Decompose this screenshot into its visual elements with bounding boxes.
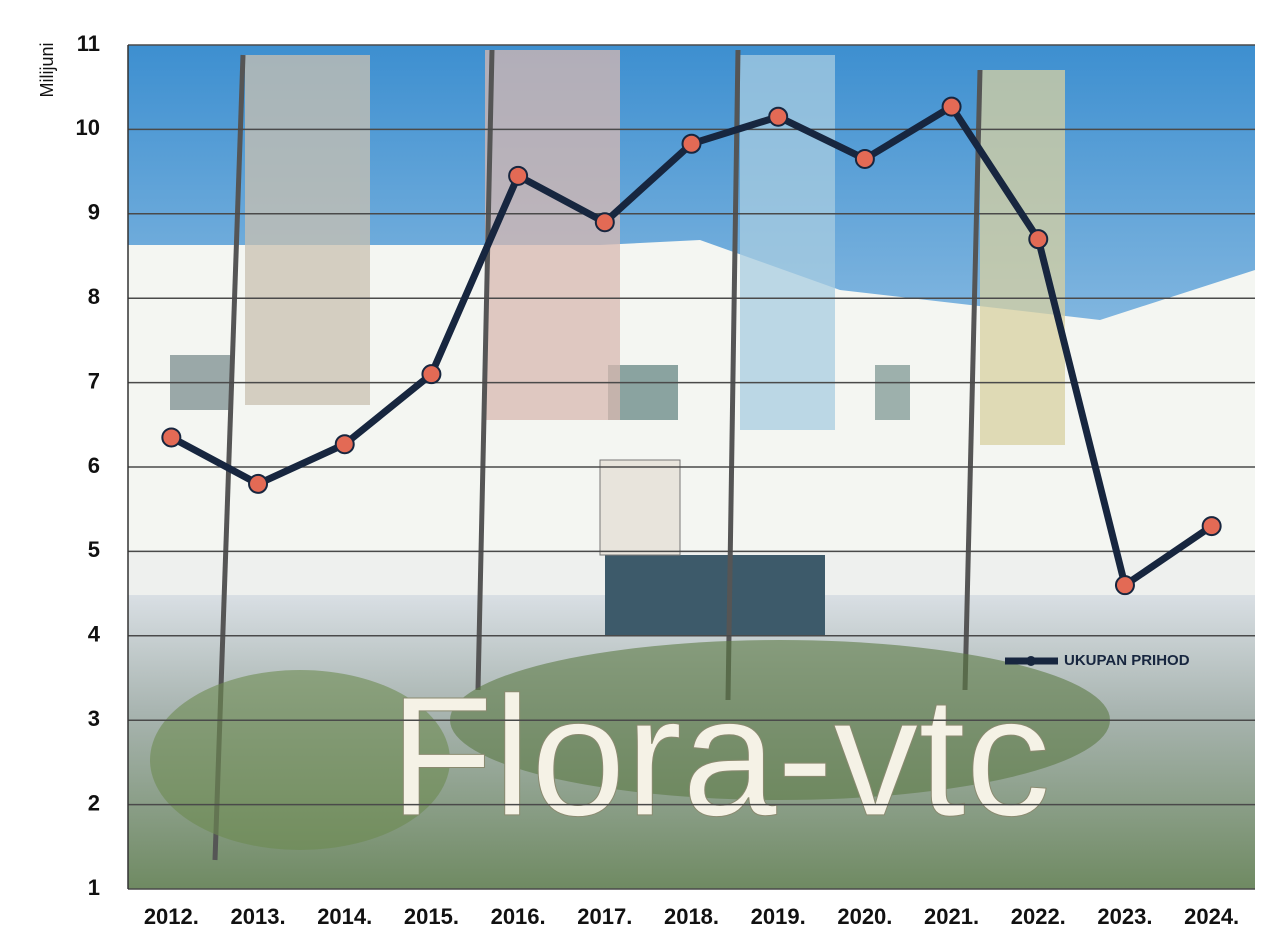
point: [1116, 576, 1134, 594]
x-tick-label: 2023.: [1097, 904, 1152, 929]
x-tick-label: 2024.: [1184, 904, 1239, 929]
y-tick-label: 9: [88, 200, 100, 225]
point: [509, 167, 527, 185]
x-tick-label: 2020.: [837, 904, 892, 929]
x-tick-label: 2012.: [144, 904, 199, 929]
x-tick-label: 2016.: [491, 904, 546, 929]
point: [249, 475, 267, 493]
y-tick-label: 7: [88, 368, 100, 393]
watermark: Flora-vtc: [389, 662, 1050, 852]
x-tick-label: 2014.: [317, 904, 372, 929]
legend-marker: [1026, 656, 1036, 666]
y-tick-label: 8: [88, 284, 100, 309]
chart: Flora-vtc 1 2 3 4 5 6 7 8 9 10 11 2012. 2013. 2014. 20…: [0, 0, 1285, 949]
legend-label: UKUPAN PRIHOD: [1064, 652, 1190, 669]
y-tick-label: 1: [88, 875, 100, 900]
y-tick-label: 11: [77, 31, 100, 56]
point: [162, 428, 180, 446]
x-tick-label: 2018.: [664, 904, 719, 929]
x-tick-label: 2015.: [404, 904, 459, 929]
point: [1029, 230, 1047, 248]
y-tick-label: 10: [76, 115, 100, 140]
x-tick-label: 2022.: [1011, 904, 1066, 929]
y-tick-label: 5: [88, 537, 100, 562]
point: [1203, 517, 1221, 535]
y-tick-label: 6: [88, 453, 100, 478]
y-tick-label: 4: [88, 622, 101, 647]
x-tick-label: 2013.: [231, 904, 286, 929]
point: [943, 98, 961, 116]
y-tick-label: 3: [88, 706, 100, 731]
point: [596, 213, 614, 231]
point: [769, 108, 787, 126]
point: [856, 150, 874, 168]
x-tick-label: 2021.: [924, 904, 979, 929]
y-tick-label: 2: [88, 790, 100, 815]
point: [683, 135, 701, 153]
point: [422, 365, 440, 383]
x-tick-label: 2019.: [751, 904, 806, 929]
point: [336, 435, 354, 453]
x-tick-label: 2017.: [577, 904, 632, 929]
y-axis-label: Milijuni: [37, 42, 57, 97]
